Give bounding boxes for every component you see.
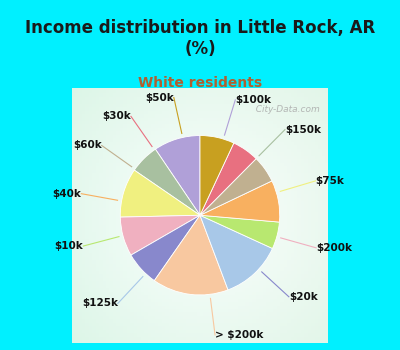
Wedge shape (154, 215, 228, 295)
Wedge shape (155, 135, 200, 215)
Wedge shape (200, 215, 272, 290)
Text: $30k: $30k (102, 111, 131, 121)
Wedge shape (134, 149, 200, 215)
Text: $75k: $75k (316, 176, 344, 186)
Text: $125k: $125k (82, 299, 118, 308)
Text: City-Data.com: City-Data.com (250, 105, 320, 114)
Wedge shape (200, 159, 272, 215)
Text: Income distribution in Little Rock, AR
(%): Income distribution in Little Rock, AR (… (25, 19, 375, 58)
Text: > $200k: > $200k (215, 330, 264, 340)
Text: $60k: $60k (73, 140, 102, 150)
Text: $100k: $100k (235, 95, 271, 105)
Text: $50k: $50k (145, 92, 174, 103)
Text: $20k: $20k (289, 292, 318, 302)
Wedge shape (200, 143, 256, 215)
Wedge shape (200, 135, 234, 215)
Text: $200k: $200k (316, 243, 352, 253)
Wedge shape (120, 215, 200, 255)
Text: $150k: $150k (285, 125, 321, 135)
Text: White residents: White residents (138, 76, 262, 90)
Wedge shape (200, 215, 280, 248)
Text: $10k: $10k (55, 241, 83, 251)
Wedge shape (200, 181, 280, 222)
Text: $40k: $40k (52, 189, 81, 199)
Wedge shape (131, 215, 200, 281)
Wedge shape (120, 170, 200, 217)
